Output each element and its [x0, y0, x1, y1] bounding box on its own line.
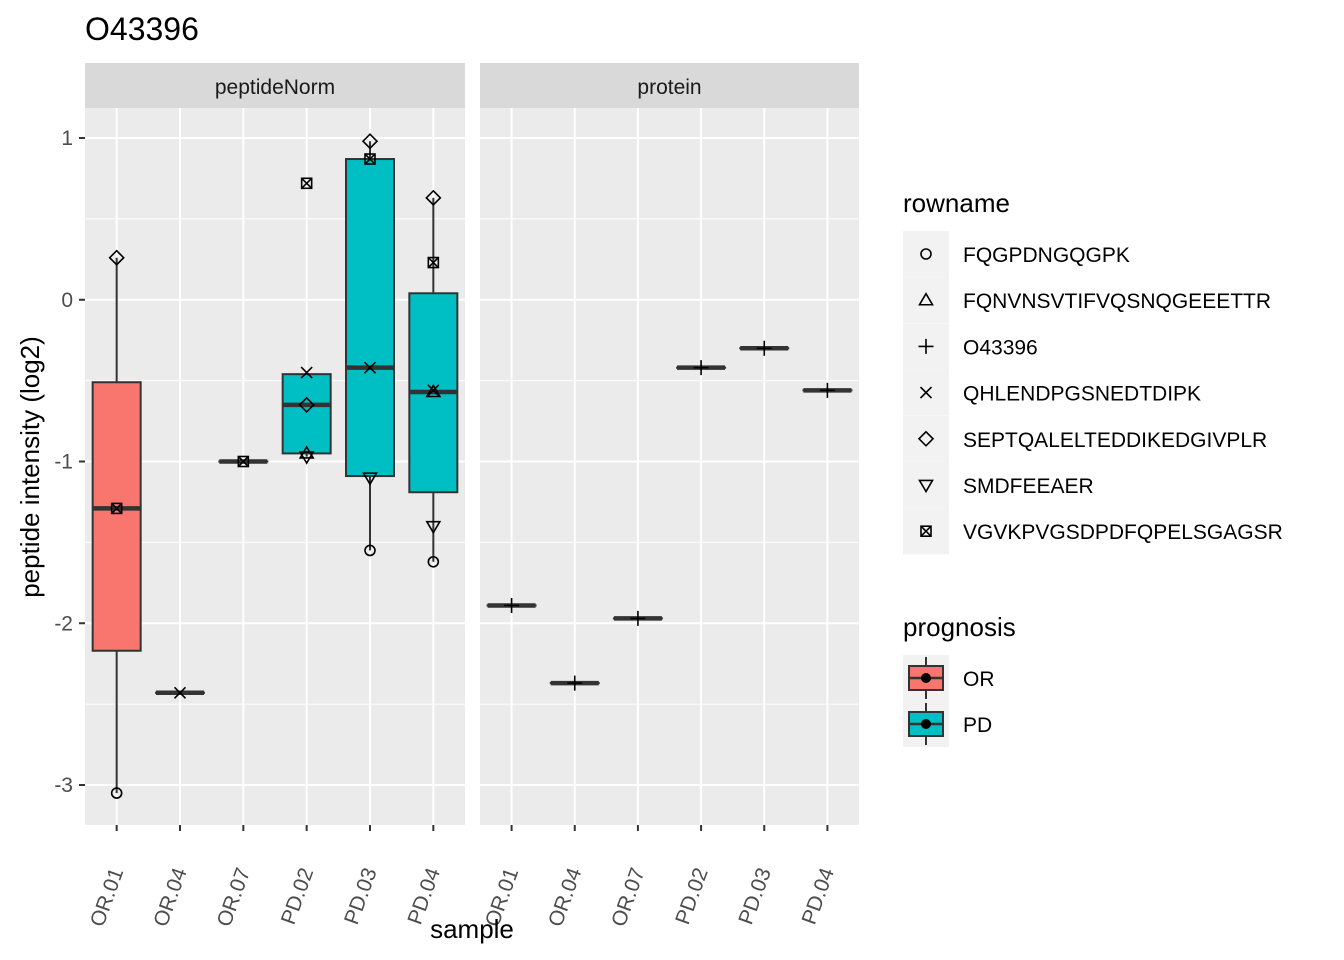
facet-strip-protein: [480, 63, 859, 108]
x-tick-label: OR.07: [607, 865, 649, 930]
legend-label: OR: [963, 668, 995, 691]
x-tick-label: PD.04: [798, 865, 840, 928]
legend-key-plus: [918, 338, 934, 354]
legend-title-prognosis: prognosis: [903, 612, 1016, 642]
data-point: [567, 675, 583, 691]
facet-strip-peptideNorm: [85, 63, 465, 108]
legend: rowname FQGPDNGQGPK FQNVNSVTIFVQSNQGEEETTR…: [903, 188, 1283, 747]
legend-label: VGVKPVGSDPDFQPELSGAGSR: [963, 521, 1283, 544]
legend-key-diamond: [917, 430, 935, 447]
facet-panels: peptideNorm OR.01 OR.04 OR.07 PD.02 PD.03 PD.0…: [54, 63, 859, 930]
legend-key-triangle-down: [918, 479, 934, 494]
legend-key-square-cross: [920, 525, 932, 538]
data-point: [363, 361, 377, 374]
y-tick-label: -1: [54, 451, 73, 474]
data-point: [173, 686, 187, 699]
legend-key-circle: [920, 248, 932, 260]
chart-title: O43396: [85, 11, 199, 47]
data-point: [630, 610, 646, 626]
data-point: [361, 133, 379, 150]
legend-label: O43396: [963, 336, 1038, 359]
data-point: [819, 382, 835, 398]
legend-key-bg: [903, 415, 949, 462]
legend-label: QHLENDPGSNEDTDIPK: [963, 383, 1201, 406]
facet-strip-label: protein: [637, 76, 701, 99]
y-tick-label: -3: [54, 774, 73, 797]
box-body: [281, 373, 332, 455]
data-point: [110, 502, 123, 515]
data-point: [425, 383, 442, 398]
legend-key-bg: [903, 231, 949, 277]
x-tick-label: OR.07: [213, 865, 255, 930]
x-tick-label: OR.04: [544, 865, 586, 930]
data-point: [298, 396, 315, 414]
panel-background: [480, 108, 859, 825]
legend-key-bg: [903, 462, 949, 508]
data-point: [110, 787, 123, 799]
data-point: [364, 544, 376, 557]
data-point: [427, 384, 440, 397]
data-point: [427, 256, 440, 269]
legend-label: SMDFEEAER: [963, 475, 1094, 498]
box-body: [345, 158, 395, 478]
legend-key-bg: [903, 277, 949, 324]
y-tick-label: 0: [61, 289, 73, 312]
x-tick-label: PD.03: [340, 865, 382, 928]
box-body: [91, 381, 142, 652]
legend-label: SEPTQALELTEDDIKEDGIVPLR: [963, 429, 1267, 452]
box-PD.04: [408, 197, 459, 562]
box-PD.03: [345, 141, 395, 551]
data-point: [364, 153, 376, 165]
legend-key-dot: [921, 673, 931, 683]
data-point: [298, 451, 315, 465]
x-tick-label: PD.03: [734, 865, 776, 928]
legend-key-dot: [921, 719, 931, 729]
y-tick-label: -2: [54, 612, 73, 635]
x-axis-title: sample: [430, 914, 514, 944]
data-point: [300, 366, 313, 379]
x-tick-label: PD.02: [671, 865, 713, 928]
facet-strip-label: peptideNorm: [215, 76, 335, 99]
x-tick-label: PD.02: [277, 865, 319, 928]
data-point: [504, 597, 520, 613]
data-point: [237, 455, 250, 468]
data-point: [108, 249, 125, 266]
legend-label: PD: [963, 714, 992, 737]
data-point: [693, 360, 709, 376]
data-point: [425, 189, 442, 206]
legend-title-rowname: rowname: [903, 188, 1010, 218]
legend-label: FQNVNSVTIFVQSNQGEEETTR: [963, 290, 1271, 313]
data-point: [427, 555, 440, 568]
data-point: [756, 340, 772, 356]
legend-label: FQGPDNGQGPK: [963, 244, 1130, 267]
data-point: [425, 520, 442, 535]
data-point: [362, 472, 378, 486]
x-tick-label: OR.01: [86, 865, 128, 930]
legend-key-cross: [919, 386, 933, 399]
box-OR.01: [91, 257, 142, 794]
y-axis-title: peptide intensity (log2): [15, 336, 45, 598]
y-tick-label: 1: [61, 127, 73, 150]
box-PD.02: [281, 372, 332, 457]
legend-key-triangle-up: [918, 292, 934, 306]
panel-background: [85, 108, 465, 825]
data-point: [300, 177, 313, 190]
x-tick-label: OR.04: [149, 865, 191, 930]
